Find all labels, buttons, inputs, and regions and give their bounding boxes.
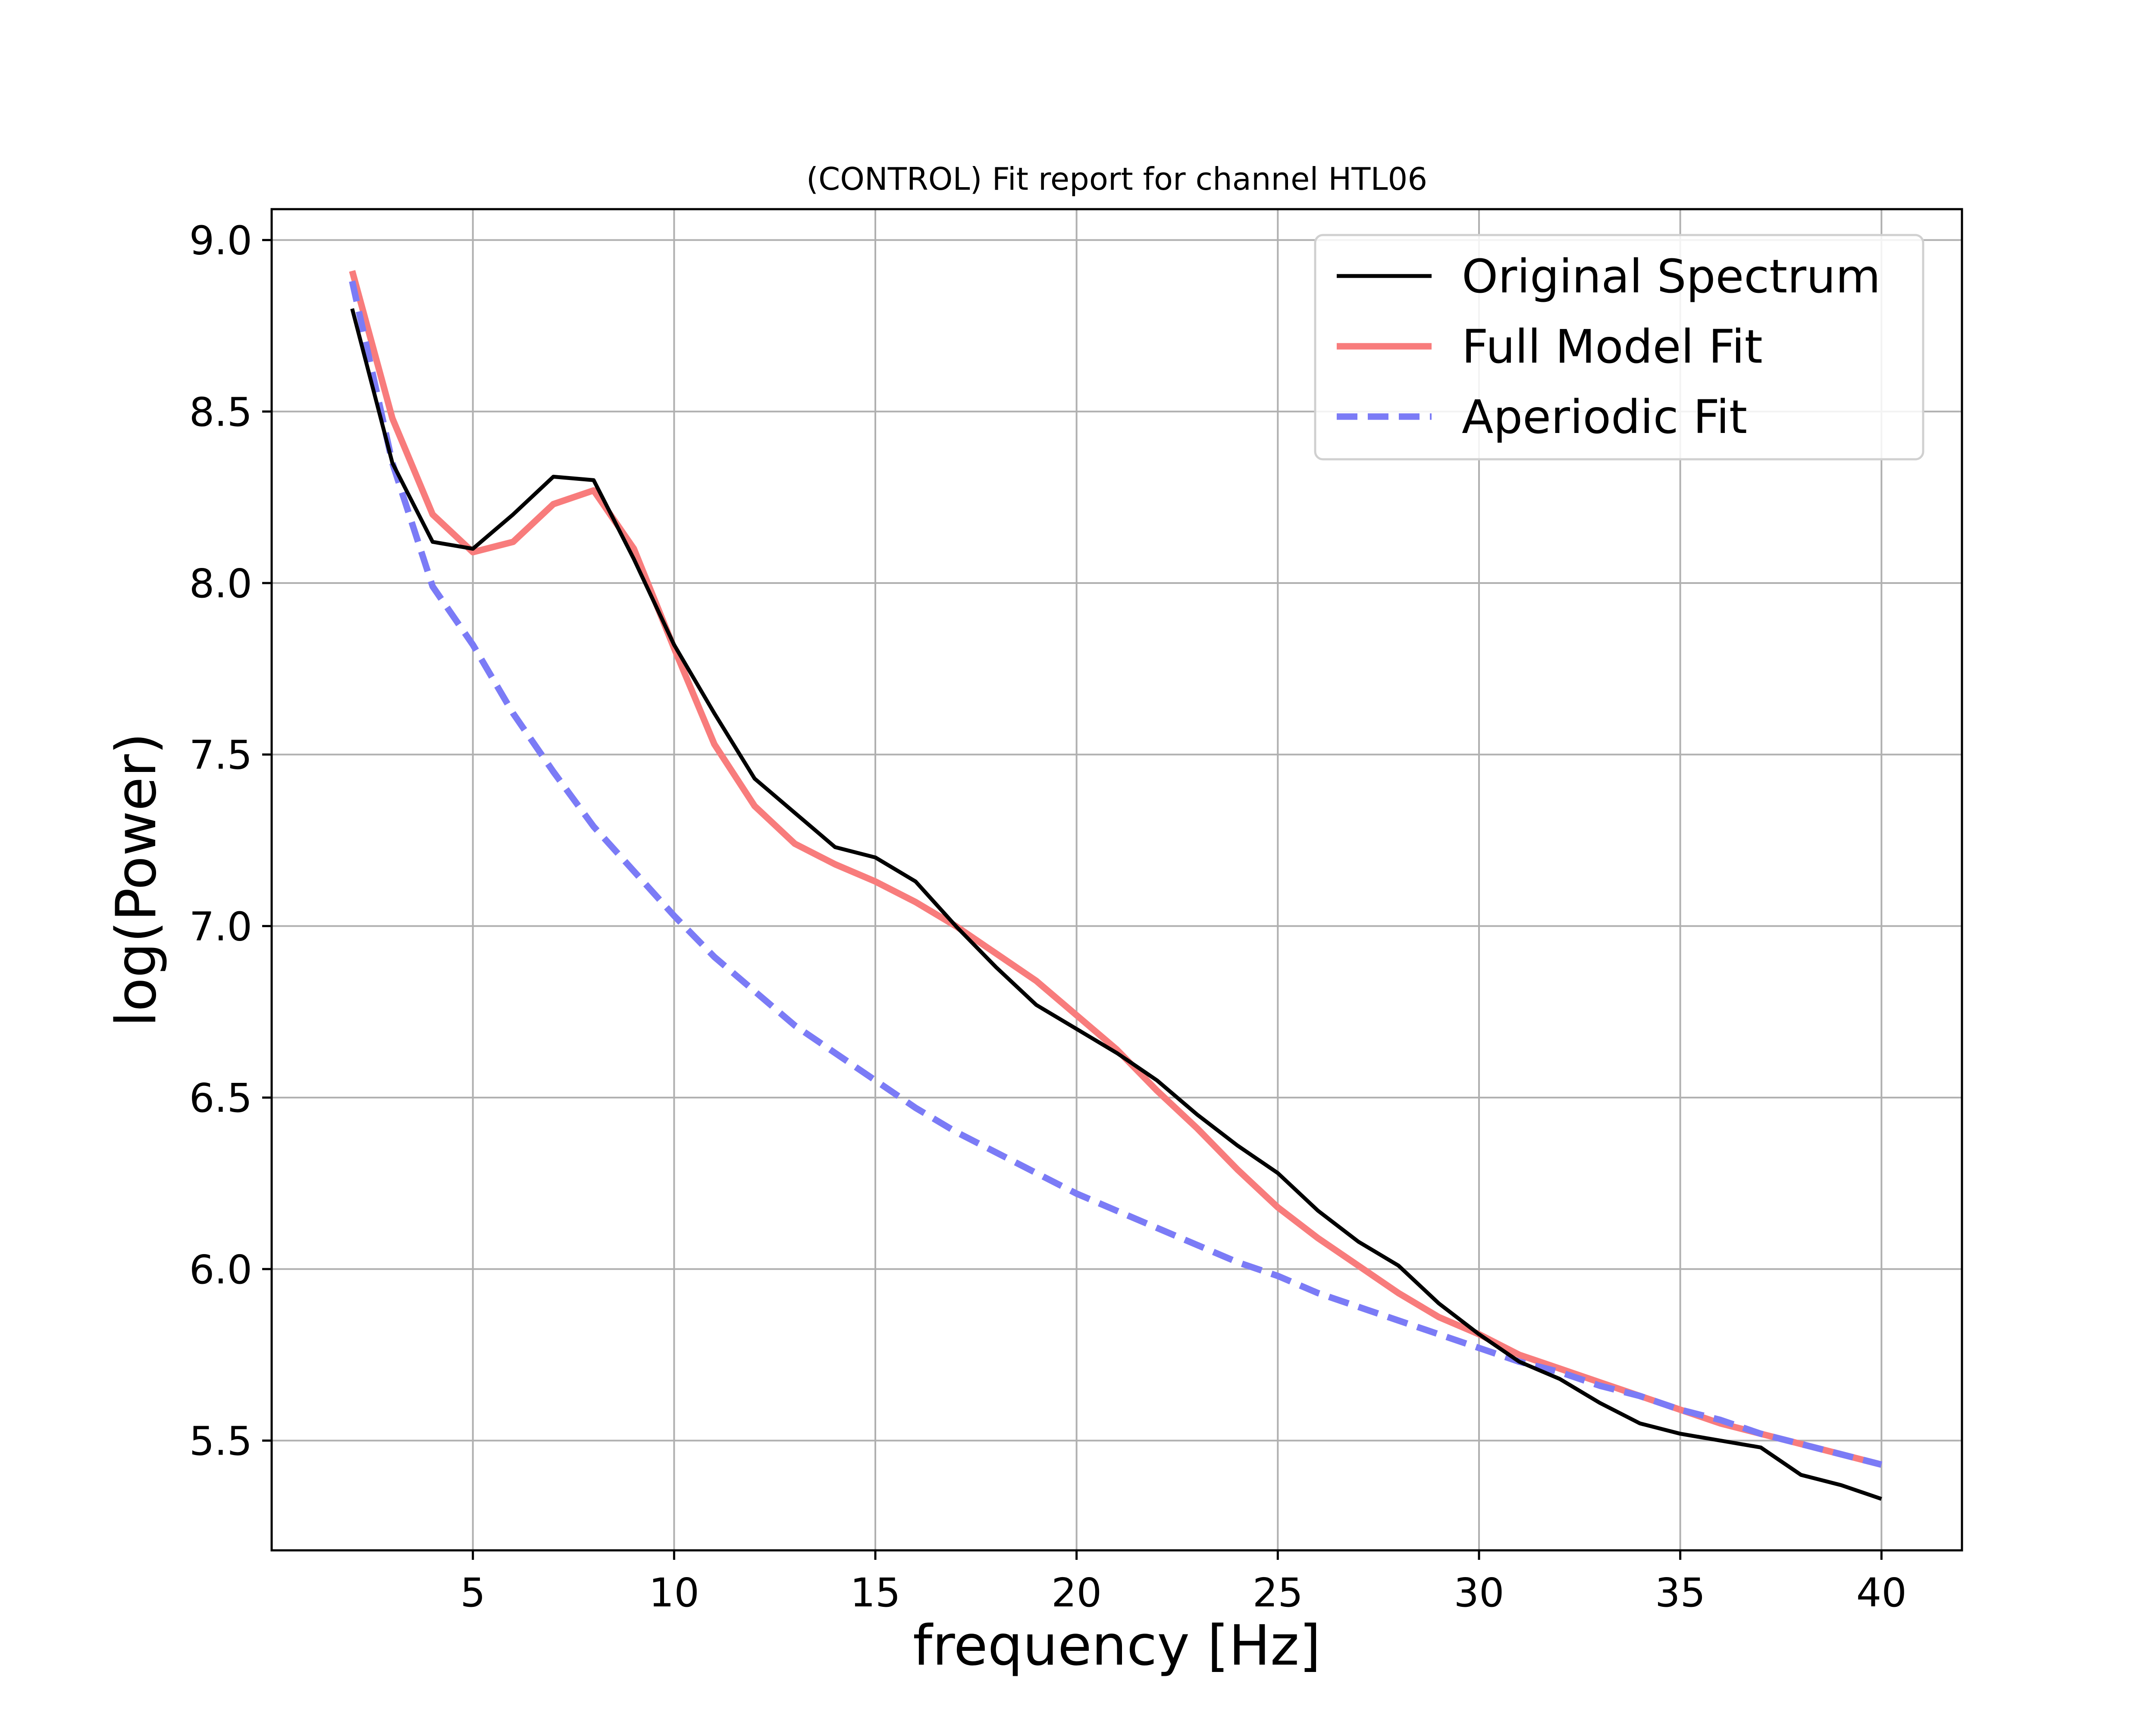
y-tick-label: 7.5 <box>189 732 252 778</box>
y-tick-label: 9.0 <box>189 218 252 264</box>
legend-label: Full Model Fit <box>1462 320 1763 374</box>
x-tick-label: 10 <box>649 1570 699 1616</box>
y-tick-label: 5.5 <box>189 1418 252 1464</box>
x-tick-label: 35 <box>1655 1570 1705 1616</box>
x-tick-label: 25 <box>1253 1570 1303 1616</box>
y-axis-label: log(Power) <box>104 733 169 1027</box>
chart-title: (CONTROL) Fit report for channel HTL06 <box>806 161 1427 197</box>
legend: Original Spectrum Full Model Fit Aperiodic… <box>1314 234 1924 461</box>
x-axis-label: frequency [Hz] <box>913 1614 1321 1678</box>
legend-label: Original Spectrum <box>1462 250 1880 304</box>
y-tick-label: 8.5 <box>189 389 252 435</box>
x-tick-label: 20 <box>1051 1570 1102 1616</box>
x-tick-label: 5 <box>460 1570 486 1616</box>
plot-frame <box>270 208 1963 1552</box>
series-layer <box>349 270 1883 1501</box>
legend-label: Aperiodic Fit <box>1462 391 1747 444</box>
ticks: 5 10 15 20 25 30 35 40 5.5 6.0 6.5 7.0 7.5 8.0 8.5 9.0 <box>189 218 1907 1616</box>
legend-box <box>1314 234 1924 461</box>
x-tick-label: 15 <box>850 1570 900 1616</box>
y-tick-label: 8.0 <box>189 561 252 607</box>
y-tick-label: 6.0 <box>189 1247 252 1293</box>
series-line-aperiodic-fit <box>349 280 1883 1468</box>
series-line-original-spectrum <box>350 308 1882 1501</box>
y-tick-label: 6.5 <box>189 1075 252 1121</box>
x-tick-label: 30 <box>1454 1570 1504 1616</box>
y-tick-label: 7.0 <box>189 903 252 950</box>
x-tick-label: 40 <box>1856 1570 1907 1616</box>
